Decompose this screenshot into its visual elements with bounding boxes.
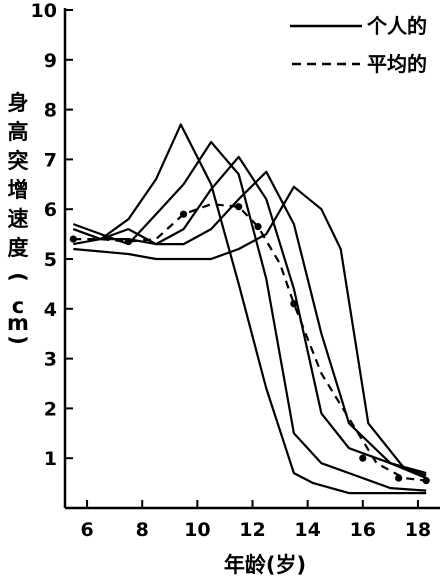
y-tick-label: 8 (44, 100, 57, 122)
x-tick-label: 16 (350, 519, 376, 541)
y-axis-label-char: c (12, 294, 24, 318)
average-point (254, 223, 262, 231)
individual-series-line-3 (73, 155, 427, 480)
y-tick-label: 3 (44, 349, 57, 371)
x-tick-label: 18 (405, 519, 431, 541)
average-point (69, 235, 77, 243)
individual-series-line-2 (72, 140, 427, 492)
y-tick-label: 2 (44, 398, 57, 420)
average-point (235, 203, 243, 211)
average-point (179, 210, 188, 218)
legend: 个人的 平均的 (290, 14, 427, 76)
y-ticks: 1 2 3 4 5 6 7 8 9 10 (31, 0, 73, 470)
x-tick-label: 6 (80, 519, 93, 541)
y-tick-label: 10 (31, 0, 57, 22)
individual-series-line-5 (73, 185, 427, 477)
y-axis-label-char: 度 (8, 236, 29, 260)
x-tick-label: 8 (136, 519, 149, 541)
average-point (359, 454, 367, 462)
average-point (124, 237, 133, 246)
y-tick-label: 6 (44, 199, 57, 221)
average-markers (69, 203, 430, 485)
y-axis-label-char: 身 (8, 91, 29, 115)
y-tick-label: 9 (44, 50, 57, 72)
y-tick-label: 7 (44, 149, 57, 171)
axes (63, 8, 440, 510)
y-axis-label-char: m (7, 311, 29, 335)
x-tick-label: 12 (239, 519, 265, 541)
y-axis-label-char: 增 (8, 178, 29, 202)
y-tick-label: 1 (44, 448, 57, 470)
y-tick-label: 4 (44, 299, 57, 321)
x-axis-label: 年龄(岁) (224, 553, 306, 577)
individual-series-line-1 (72, 123, 427, 495)
average-series-line (73, 203, 427, 482)
average-point (395, 474, 403, 482)
average-point (290, 300, 298, 308)
x-ticks: 6 8 10 12 14 16 18 (80, 500, 431, 541)
y-axis-label-char: 高 (8, 120, 29, 144)
average-point (422, 477, 430, 485)
y-tick-label: 5 (44, 249, 57, 271)
x-tick-label: 10 (184, 519, 210, 541)
y-axis-label-char: ( (6, 272, 30, 282)
series-lines (72, 123, 427, 495)
y-axis-label-char: 突 (8, 149, 29, 173)
y-axis-label-char: 速 (8, 207, 29, 231)
x-tick-label: 14 (294, 519, 320, 541)
legend-label-average: 平均的 (367, 52, 427, 76)
legend-label-individual: 个人的 (366, 14, 427, 38)
y-axis-label-char: ) (6, 335, 30, 345)
